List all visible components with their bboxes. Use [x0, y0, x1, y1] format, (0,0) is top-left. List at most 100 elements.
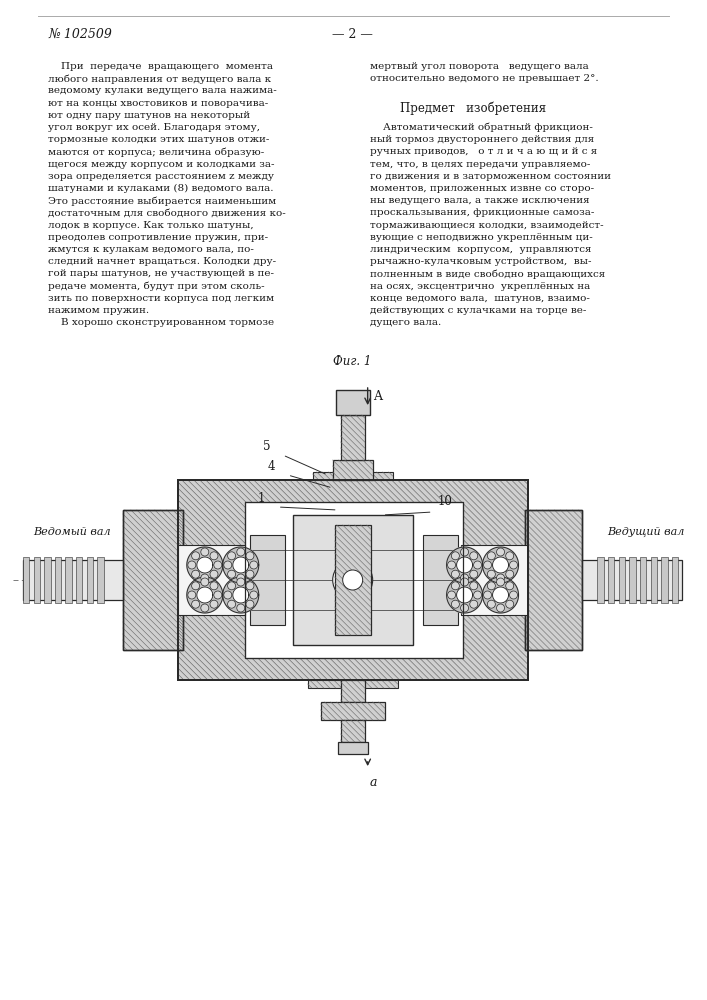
Bar	[460, 545, 527, 615]
Circle shape	[448, 591, 455, 599]
Circle shape	[224, 591, 232, 599]
Circle shape	[250, 561, 258, 569]
Polygon shape	[457, 557, 472, 573]
Bar	[336, 390, 370, 415]
Bar	[661, 557, 667, 603]
Circle shape	[487, 582, 496, 590]
Circle shape	[496, 604, 505, 612]
Circle shape	[469, 552, 478, 560]
Circle shape	[214, 561, 222, 569]
Bar	[341, 680, 365, 702]
Circle shape	[224, 561, 232, 569]
Text: на осях, эксцентрично  укреплённых на: на осях, эксцентрично укреплённых на	[370, 282, 590, 291]
Bar	[178, 480, 527, 680]
Circle shape	[487, 552, 496, 560]
Bar	[321, 702, 385, 720]
Text: полненным в виде свободно вращающихся: полненным в виде свободно вращающихся	[370, 269, 605, 279]
Bar	[608, 557, 614, 603]
Text: 1: 1	[258, 492, 265, 505]
Bar	[34, 557, 40, 603]
Bar	[23, 560, 123, 600]
Bar	[76, 557, 83, 603]
Text: вующие с неподвижно укреплённым ци-: вующие с неподвижно укреплённым ци-	[370, 233, 592, 242]
Text: 4: 4	[268, 460, 275, 473]
Circle shape	[506, 552, 514, 560]
Text: № 102509: № 102509	[48, 28, 112, 41]
Circle shape	[237, 548, 245, 556]
Bar	[245, 502, 462, 658]
Text: A: A	[373, 390, 382, 403]
Circle shape	[506, 570, 514, 578]
Text: ют на концы хвостовиков и поворачива-: ют на концы хвостовиков и поворачива-	[48, 99, 268, 108]
Text: дущего вала.: дущего вала.	[370, 318, 441, 327]
Text: достаточным для свободного движения ко-: достаточным для свободного движения ко-	[48, 208, 286, 217]
Text: ны ведущего вала, а также исключения: ны ведущего вала, а также исключения	[370, 196, 590, 205]
Text: ют одну пару шатунов на некоторый: ют одну пару шатунов на некоторый	[48, 111, 250, 120]
Text: моментов, приложенных извне со сторо-: моментов, приложенных извне со сторо-	[370, 184, 594, 193]
Text: a: a	[370, 776, 377, 789]
Bar	[98, 557, 104, 603]
Text: щегося между корпусом и колодками за-: щегося между корпусом и колодками за-	[48, 160, 274, 169]
Text: редаче момента, будут при этом сколь-: редаче момента, будут при этом сколь-	[48, 282, 264, 291]
Polygon shape	[483, 547, 518, 583]
Polygon shape	[223, 547, 259, 583]
Text: Ведомый вал: Ведомый вал	[33, 527, 110, 537]
Text: тормаживающиеся колодки, взаимодейст-: тормаживающиеся колодки, взаимодейст-	[370, 221, 603, 230]
Text: действующих с кулачками на торце ве-: действующих с кулачками на торце ве-	[370, 306, 586, 315]
Polygon shape	[223, 577, 259, 613]
Circle shape	[201, 604, 209, 612]
Circle shape	[201, 574, 209, 582]
Text: тем, что, в целях передачи управляемо-: тем, что, в целях передачи управляемо-	[370, 160, 590, 169]
Polygon shape	[233, 587, 249, 603]
Bar	[87, 557, 93, 603]
Circle shape	[460, 548, 469, 556]
Circle shape	[246, 570, 254, 578]
Text: линдрическим  корпусом,  управляются: линдрическим корпусом, управляются	[370, 245, 591, 254]
Bar	[123, 510, 183, 650]
Text: ведомому кулаки ведущего вала нажима-: ведомому кулаки ведущего вала нажима-	[48, 86, 276, 95]
Circle shape	[237, 574, 245, 582]
Polygon shape	[233, 557, 249, 573]
Circle shape	[448, 561, 455, 569]
Text: Предмет   изобретения: Предмет изобретения	[399, 101, 546, 115]
Circle shape	[228, 552, 235, 560]
Circle shape	[192, 570, 199, 578]
Circle shape	[510, 561, 518, 569]
Polygon shape	[493, 587, 508, 603]
Circle shape	[487, 600, 496, 608]
Polygon shape	[483, 577, 518, 613]
Polygon shape	[493, 557, 508, 573]
Text: — 2 —: — 2 —	[332, 28, 373, 41]
Bar	[525, 510, 583, 650]
Circle shape	[246, 600, 254, 608]
Text: шатунами и кулаками (8) ведомого вала.: шатунами и кулаками (8) ведомого вала.	[48, 184, 274, 193]
Text: угол вокруг их осей. Благодаря этому,: угол вокруг их осей. Благодаря этому,	[48, 123, 260, 132]
Circle shape	[460, 574, 469, 582]
Circle shape	[237, 604, 245, 612]
Bar	[45, 557, 51, 603]
Circle shape	[333, 560, 373, 600]
Circle shape	[451, 582, 460, 590]
Polygon shape	[457, 587, 472, 603]
Text: Фиг. 1: Фиг. 1	[334, 355, 372, 368]
Text: В хорошо сконструированном тормозе: В хорошо сконструированном тормозе	[48, 318, 274, 327]
Text: Ведущий вал: Ведущий вал	[607, 527, 685, 537]
Bar	[178, 545, 245, 615]
Text: ручных приводов,   о т л и ч а ю щ и й с я: ручных приводов, о т л и ч а ю щ и й с я	[370, 147, 597, 156]
Bar	[341, 720, 365, 742]
Circle shape	[343, 570, 363, 590]
Circle shape	[228, 600, 235, 608]
Bar	[619, 557, 625, 603]
Circle shape	[484, 591, 491, 599]
Bar	[123, 510, 183, 650]
Circle shape	[496, 574, 505, 582]
Circle shape	[496, 578, 505, 586]
Polygon shape	[447, 577, 483, 613]
Text: При  передаче  вращающего  момента: При передаче вращающего момента	[48, 62, 273, 71]
Polygon shape	[197, 587, 213, 603]
Circle shape	[210, 582, 218, 590]
Circle shape	[469, 600, 478, 608]
Circle shape	[469, 582, 478, 590]
Text: зить по поверхности корпуса под легким: зить по поверхности корпуса под легким	[48, 294, 274, 303]
Circle shape	[484, 561, 491, 569]
